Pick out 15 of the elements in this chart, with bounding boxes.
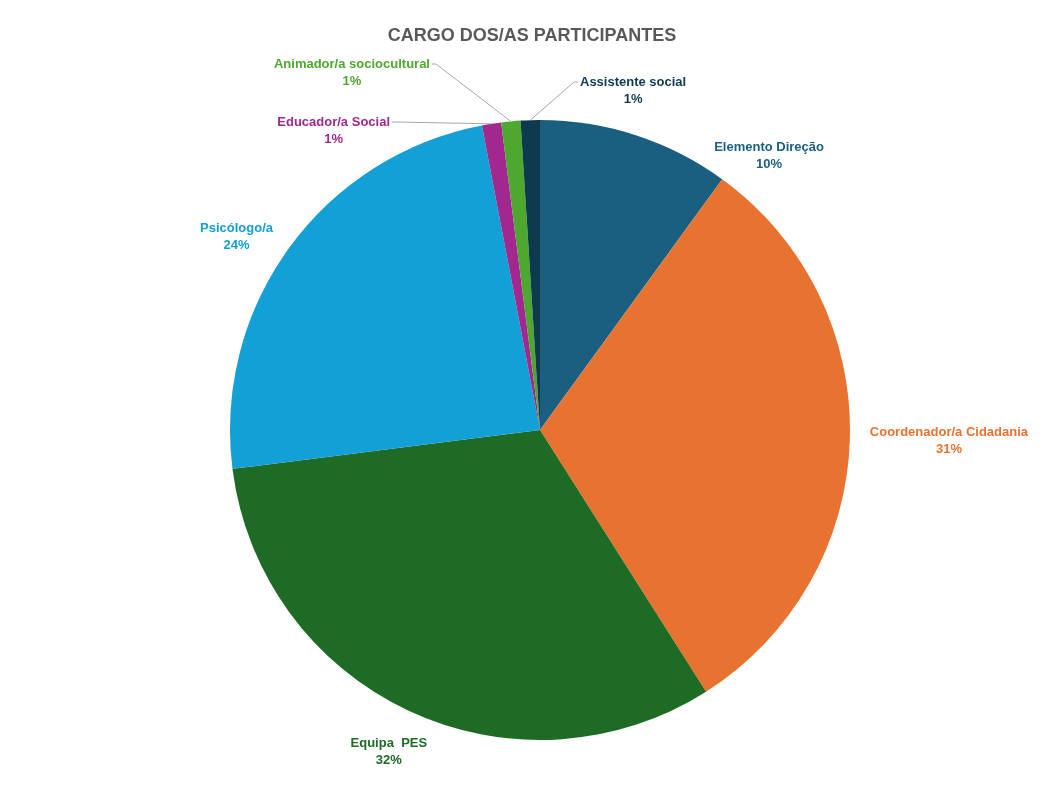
data-label: 24% xyxy=(223,236,250,252)
data-label: 1% xyxy=(342,72,362,88)
slice-label: Animador/a sociocultural xyxy=(273,55,430,71)
data-label: 31% xyxy=(935,440,963,456)
data-label: 1% xyxy=(623,90,643,106)
slice-label: Coordenador/a Cidadania xyxy=(869,423,1029,439)
slice-label: Psicólogo/a xyxy=(200,219,274,235)
chart-title: CARGO DOS/AS PARTICIPANTES xyxy=(387,24,677,45)
slice-label: Educador/a Social xyxy=(277,113,390,129)
slice-label: Equipa PES xyxy=(350,734,428,750)
slice-label: Assistente social xyxy=(580,73,687,89)
slice-label: Elemento Direção xyxy=(714,139,825,155)
data-label: 10% xyxy=(756,156,783,172)
data-label: 32% xyxy=(375,751,403,767)
data-label: 1% xyxy=(324,130,344,146)
